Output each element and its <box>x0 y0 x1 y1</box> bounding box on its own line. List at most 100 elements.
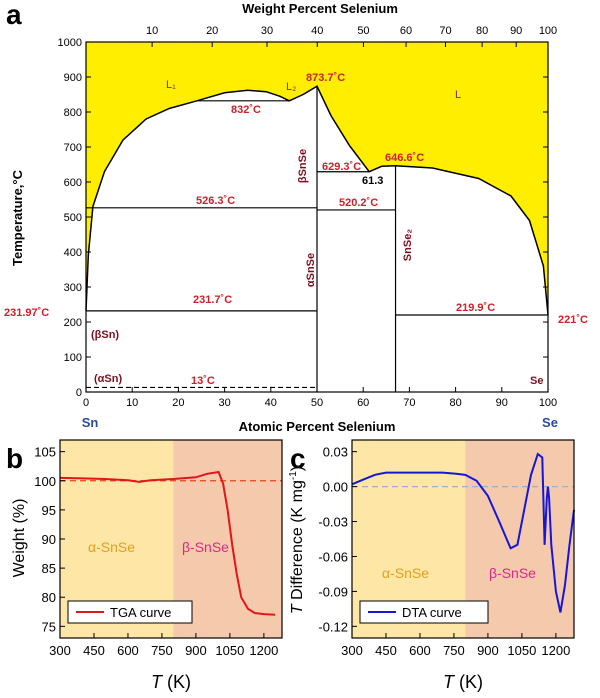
dta-x-tick-label-600: 600 <box>409 643 431 658</box>
top-tick-label-30: 30 <box>261 25 273 37</box>
dta-x-tick-label-900: 900 <box>477 643 499 658</box>
panel-letter-a: a <box>6 0 22 30</box>
tga-legend: TGA curve <box>67 600 193 624</box>
tga-x-axis-title: T (K) <box>151 672 191 692</box>
x-tick-label-40: 40 <box>265 397 277 409</box>
tga-x-tick-label-1200: 1200 <box>249 643 278 658</box>
phase-axis-ticks: 0 10 20 30 40 50 60 70 80 90 1000 100 200 300 400 500 60… <box>58 25 558 409</box>
top-tick-label-50: 50 <box>357 25 369 37</box>
label-l: L <box>455 89 461 101</box>
label-alpha-snse: αSnSe <box>305 253 317 287</box>
top-tick-label-20: 20 <box>206 25 218 37</box>
top-tick-label-100: 100 <box>539 25 557 37</box>
x-tick-label-10: 10 <box>126 397 138 409</box>
tga-x-tick-label-750: 750 <box>151 643 173 658</box>
dta-plot-frame <box>351 439 575 639</box>
tga-legend-label: TGA curve <box>110 605 171 620</box>
tga-x-tick-label-300: 300 <box>49 643 71 658</box>
dta-axis-ticks: 300 450 600 750 900 1050 1200 0.03 0.00 -0.03 -0.0… <box>318 445 570 658</box>
y-tick-label-600: 600 <box>64 177 82 189</box>
y-axis-title-temperature: Temperature,°C <box>10 169 25 266</box>
x-tick-label-50: 50 <box>311 397 323 409</box>
tga-beta-label: β-SnSe <box>182 539 229 555</box>
tga-y-tick-label-100: 100 <box>34 474 56 489</box>
label-873: 873.7˚C <box>306 72 345 84</box>
element-label-se: Se <box>542 415 558 430</box>
label-221: 221˚C <box>558 314 588 326</box>
top-tick-label-70: 70 <box>439 25 451 37</box>
y-tick-label-500: 500 <box>64 212 82 224</box>
label-832: 832˚C <box>231 104 261 116</box>
tga-x-tick-label-600: 600 <box>117 643 139 658</box>
top-tick-label-60: 60 <box>400 25 412 37</box>
dta-y-tick-label--0.12: -0.12 <box>318 619 348 634</box>
liquidus-curve-left <box>85 85 396 311</box>
tga-x-tick-label-1050: 1050 <box>215 643 244 658</box>
tga-axis-ticks: 300 450 600 750 900 1050 1200 75 80 85 90 95 100 105 <box>34 445 278 658</box>
x-tick-label-20: 20 <box>172 397 184 409</box>
dta-y-tick-label--0.09: -0.09 <box>318 584 348 599</box>
label-520: 520.2˚C <box>339 197 378 209</box>
x-tick-label-0: 0 <box>83 397 89 409</box>
dta-x-tick-label-1050: 1050 <box>507 643 536 658</box>
dta-y-axis-title: T Difference (K mg-1) <box>288 466 306 614</box>
x-axis-title-atomic: Atomic Percent Selenium <box>239 419 396 434</box>
invariant-lines <box>86 100 548 389</box>
label-l1: L₁ <box>166 79 176 91</box>
y-tick-label-400: 400 <box>64 247 82 259</box>
dta-x-tick-label-1200: 1200 <box>541 643 570 658</box>
x-tick-label-60: 60 <box>357 397 369 409</box>
top-tick-label-10: 10 <box>146 25 158 37</box>
label-219-9: 219.9˚C <box>456 302 495 314</box>
label-l2: L₂ <box>286 81 296 93</box>
tga-x-tick-label-450: 450 <box>83 643 105 658</box>
y-tick-label-100: 100 <box>64 352 82 364</box>
panel-letter-c: c <box>290 443 306 474</box>
y-tick-label-900: 900 <box>64 72 82 84</box>
top-tick-label-40: 40 <box>311 25 323 37</box>
dta-beta-label: β-SnSe <box>489 565 536 581</box>
top-tick-label-80: 80 <box>476 25 488 37</box>
top-tick-label-90: 90 <box>510 25 522 37</box>
y-tick-label-1000: 1000 <box>58 37 82 49</box>
label-629: 629.3˚C <box>322 161 361 173</box>
x-tick-label-100: 100 <box>539 397 557 409</box>
dta-y-tick-label--0.03: -0.03 <box>318 515 348 530</box>
x-tick-label-30: 30 <box>218 397 230 409</box>
y-tick-label-300: 300 <box>64 282 82 294</box>
tga-panel: b 300 450 600 750 900 1050 1200 75 80 85 90 95 100 10… <box>6 439 283 692</box>
liquid-region <box>86 42 548 315</box>
label-beta-snse: βSnSe <box>297 149 309 183</box>
dta-y-tick-label-0.03: 0.03 <box>323 445 348 460</box>
label-61-3: 61.3 <box>362 175 383 187</box>
label-526: 526.3˚C <box>196 195 235 207</box>
tga-y-tick-label-75: 75 <box>42 619 56 634</box>
dta-legend-label: DTA curve <box>402 605 462 620</box>
top-axis-title: Weight Percent Selenium <box>242 1 398 16</box>
y-tick-label-700: 700 <box>64 142 82 154</box>
compound-lines <box>316 86 397 392</box>
phase-diagram-panel: a Weight Percent Selenium 0 10 20 30 40 50 60 7… <box>4 0 588 434</box>
dta-legend: DTA curve <box>359 600 489 624</box>
dta-y-tick-label-0: 0.00 <box>323 480 348 495</box>
y-tick-label-800: 800 <box>64 107 82 119</box>
dta-legend-box <box>359 600 489 624</box>
tga-curve <box>59 470 276 616</box>
x-tick-label-90: 90 <box>496 397 508 409</box>
tga-y-tick-label-90: 90 <box>42 532 56 547</box>
dta-x-tick-label-300: 300 <box>341 643 363 658</box>
panel-letter-b: b <box>6 443 23 474</box>
tga-alpha-label: α-SnSe <box>88 539 135 555</box>
label-beta-sn: (βSn) <box>91 329 119 341</box>
label-13: 13˚C <box>191 375 215 387</box>
y-tick-label-200: 200 <box>64 317 82 329</box>
label-alpha-sn: (αSn) <box>94 373 122 385</box>
tga-legend-box <box>67 600 193 624</box>
element-label-sn: Sn <box>82 415 99 430</box>
dta-y-tick-label--0.06: -0.06 <box>318 549 348 564</box>
liquidus-curve-right <box>395 164 549 315</box>
dta-x-tick-label-450: 450 <box>375 643 397 658</box>
tga-y-tick-label-80: 80 <box>42 590 56 605</box>
dta-alpha-label: α-SnSe <box>382 565 429 581</box>
